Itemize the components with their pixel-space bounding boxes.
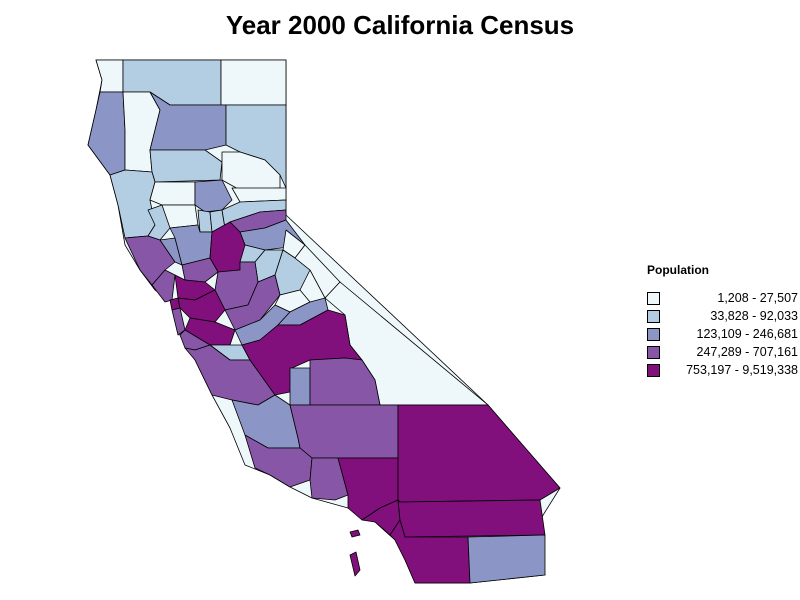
legend-swatch (647, 363, 660, 377)
county-imperial (467, 534, 546, 584)
legend-title: Population (647, 263, 709, 277)
county-san-diego (389, 519, 471, 584)
county-glenn (149, 181, 196, 206)
legend-swatch (647, 291, 660, 305)
county-modoc (220, 59, 287, 106)
map-title: Year 2000 California Census (225, 10, 575, 40)
county-solano (181, 257, 219, 283)
county-san-bernardino (397, 404, 561, 503)
county-kern (289, 404, 399, 459)
legend-swatch (647, 345, 660, 359)
county-tehama (149, 149, 223, 183)
legend-label: 247,289 - 707,161 (696, 345, 798, 359)
legend-swatch (647, 327, 660, 341)
legend-item: 33,828 - 92,033 (647, 307, 798, 325)
county-mendocino (109, 169, 156, 239)
island-catalina (349, 551, 361, 577)
county-shasta (149, 91, 227, 151)
county-del-norte (95, 59, 124, 93)
legend-label: 1,208 - 27,507 (717, 291, 798, 305)
legend-label: 753,197 - 9,519,338 (686, 363, 798, 377)
legend-label: 123,109 - 246,681 (696, 327, 798, 341)
legend-item: 247,289 - 707,161 (647, 343, 798, 361)
county-kings (289, 367, 311, 406)
county-humboldt (87, 91, 126, 176)
legend-swatch (647, 309, 660, 323)
legend-item: 1,208 - 27,507 (647, 289, 798, 307)
map-legend: Population 1,208 - 27,507 33,828 - 92,03… (647, 263, 798, 379)
county-plumas (221, 151, 281, 191)
island-santa-cruz (349, 529, 361, 538)
legend-item: 753,197 - 9,519,338 (647, 361, 798, 379)
legend-item: 123,109 - 246,681 (647, 325, 798, 343)
county-sierra (231, 187, 287, 203)
county-alameda (177, 289, 226, 323)
legend-label: 33,828 - 92,033 (710, 309, 798, 323)
county-riverside (397, 499, 546, 538)
county-marin (151, 269, 176, 303)
